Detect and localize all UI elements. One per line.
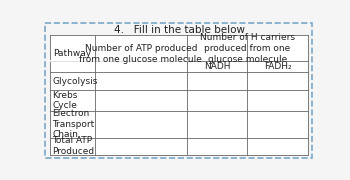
Text: FADH₂: FADH₂ bbox=[264, 62, 292, 71]
Text: Glycolysis: Glycolysis bbox=[52, 77, 98, 86]
Text: NADH: NADH bbox=[204, 62, 230, 71]
Text: Number of H carriers
produced from one
glucose molecule: Number of H carriers produced from one g… bbox=[200, 33, 295, 64]
Text: Pathway: Pathway bbox=[54, 50, 92, 59]
Text: Krebs
Cycle: Krebs Cycle bbox=[52, 91, 78, 110]
Text: 4.   Fill in the table below: 4. Fill in the table below bbox=[114, 25, 245, 35]
Text: Number of ATP produced
from one glucose molecule: Number of ATP produced from one glucose … bbox=[79, 44, 202, 64]
Text: Total ATP
Produced: Total ATP Produced bbox=[52, 136, 94, 156]
Text: Electron
Transport
Chain: Electron Transport Chain bbox=[52, 109, 94, 139]
FancyBboxPatch shape bbox=[50, 35, 308, 155]
FancyBboxPatch shape bbox=[45, 23, 312, 158]
